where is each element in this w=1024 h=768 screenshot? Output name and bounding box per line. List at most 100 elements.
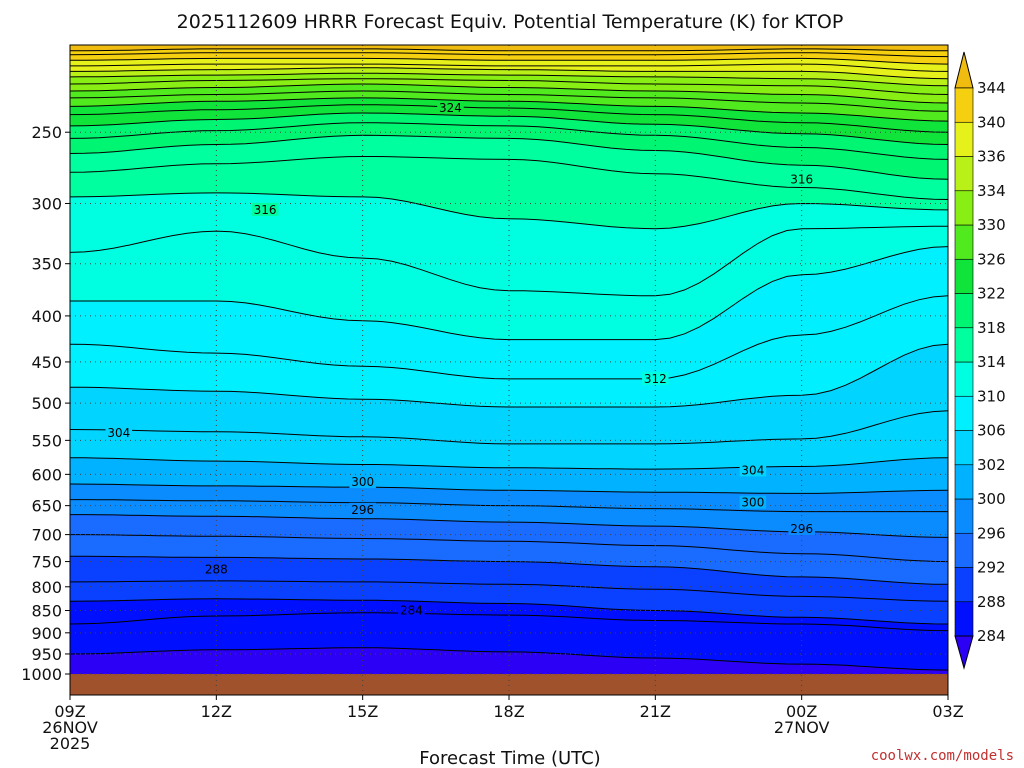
band-294 — [70, 514, 948, 562]
colorbar-label: 314 — [977, 353, 1006, 371]
band-324 — [70, 97, 948, 133]
contour-label: 312 — [642, 371, 669, 386]
contour-label: 304 — [105, 426, 133, 440]
y-tick-label: 650 — [31, 497, 62, 516]
x-tick-label: 18Z — [493, 702, 524, 721]
contour-label: 284 — [398, 603, 425, 617]
y-tick-label: 600 — [31, 465, 62, 484]
y-tick-label: 900 — [31, 624, 62, 643]
contour-label-bg — [349, 475, 376, 489]
contour-284 — [70, 647, 948, 671]
contour-label: 316 — [788, 172, 815, 186]
band-298 — [70, 484, 948, 512]
y-tick-label: 500 — [31, 394, 62, 413]
contour-label-bg — [203, 562, 230, 576]
band-330 — [70, 78, 948, 103]
x-tick-label: 00Z — [786, 702, 817, 721]
contour-label: 296 — [349, 502, 376, 517]
x-tick-label: 09Z — [54, 702, 85, 721]
colorbar-segment — [954, 361, 974, 397]
contour-316 — [70, 156, 948, 200]
band-304 — [70, 344, 948, 444]
y-tick-label: 550 — [31, 431, 62, 450]
band-334 — [70, 67, 948, 86]
contour-324 — [70, 104, 948, 133]
contour-label-text: 304 — [741, 463, 764, 477]
y-tick-label: 300 — [31, 194, 62, 213]
contour-label-bg — [349, 502, 376, 516]
colorbar-segment — [954, 601, 974, 637]
contour-label-bg — [788, 521, 815, 535]
x-tick-label: 15Z — [347, 702, 378, 721]
contour-302 — [70, 457, 948, 470]
band-320 — [70, 113, 948, 160]
colorbar-label: 310 — [977, 387, 1006, 405]
contour-label-bg — [105, 426, 133, 440]
colorbar-segment — [954, 190, 974, 226]
colorbar-label: 340 — [977, 113, 1006, 131]
contour-304 — [70, 410, 948, 445]
contour-label: 324 — [437, 101, 464, 115]
y-tick-label: 950 — [31, 645, 62, 664]
contour-326 — [70, 97, 948, 122]
colorbar-top-arrow — [954, 51, 974, 89]
colorbar-label: 292 — [977, 559, 1006, 577]
contour-label-text: 296 — [790, 522, 813, 536]
colorbar-label: 330 — [977, 216, 1006, 234]
y-tick-label: 750 — [31, 553, 62, 572]
contour-label-bg — [788, 172, 815, 186]
colorbar-segment — [954, 156, 974, 192]
colorbar-segment — [954, 567, 974, 603]
y-tick-label: 400 — [31, 307, 62, 326]
band-338 — [70, 58, 948, 72]
colorbar-segment — [954, 430, 974, 466]
contour-label-bg — [642, 371, 669, 385]
band-284 — [70, 612, 948, 671]
band-328 — [70, 84, 948, 112]
contour-label: 300 — [739, 495, 767, 510]
colorbar-bottom-arrow — [954, 635, 974, 670]
contour-322 — [70, 112, 948, 145]
colorbar-label: 296 — [977, 524, 1006, 542]
colorbar-segment — [954, 464, 974, 500]
band-322 — [70, 104, 948, 145]
y-axis: 250 300 350 400 450 500 550 600 650 700 750 800 850 9… — [21, 123, 70, 684]
colorbar: 284 288 292 296 300 302 306 310 314 318 322 326 330 3… — [954, 51, 1006, 670]
contour-label-text: 296 — [351, 503, 374, 517]
contour-label-bg — [251, 202, 279, 216]
contour-label: 288 — [203, 562, 230, 576]
y-tick-label: 850 — [31, 601, 62, 620]
contour-label: 304 — [739, 463, 767, 477]
y-tick-label: 700 — [31, 526, 62, 545]
y-tick-label: 250 — [31, 123, 62, 142]
x-tick-label: 03Z — [932, 702, 963, 721]
contour-label-bg — [398, 603, 425, 617]
contour-label: 300 — [349, 475, 376, 489]
contour-label-text: 288 — [205, 562, 228, 576]
contour-label-text: 316 — [790, 172, 813, 186]
contour-label-bg — [739, 495, 767, 509]
contour-label-text: 324 — [439, 101, 462, 115]
band-308 — [70, 246, 948, 379]
contour-label: 296 — [788, 521, 815, 536]
colorbar-label: 336 — [977, 148, 1006, 166]
colorbar-segment — [954, 532, 974, 568]
colorbar-label: 326 — [977, 250, 1006, 268]
band-302 — [70, 410, 948, 470]
colorbar-label: 306 — [977, 422, 1006, 440]
contour-label-bg — [739, 463, 767, 477]
colorbar-label: 334 — [977, 182, 1006, 200]
contour-342 — [70, 52, 948, 58]
contour-label: 316 — [251, 202, 279, 217]
contour-label-text: 300 — [351, 475, 374, 489]
band-310 — [70, 226, 948, 340]
contour-314 — [70, 192, 948, 230]
x-tick-label: 2025 — [50, 734, 91, 753]
band-332 — [70, 73, 948, 95]
band-316 — [70, 135, 948, 200]
band-288 — [70, 580, 948, 624]
contour-328 — [70, 90, 948, 112]
y-tick-label: 1000 — [21, 665, 62, 684]
